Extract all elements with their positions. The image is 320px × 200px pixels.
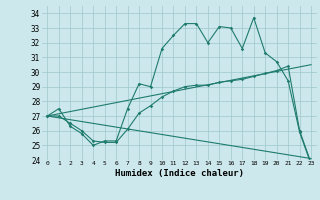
X-axis label: Humidex (Indice chaleur): Humidex (Indice chaleur) (115, 169, 244, 178)
